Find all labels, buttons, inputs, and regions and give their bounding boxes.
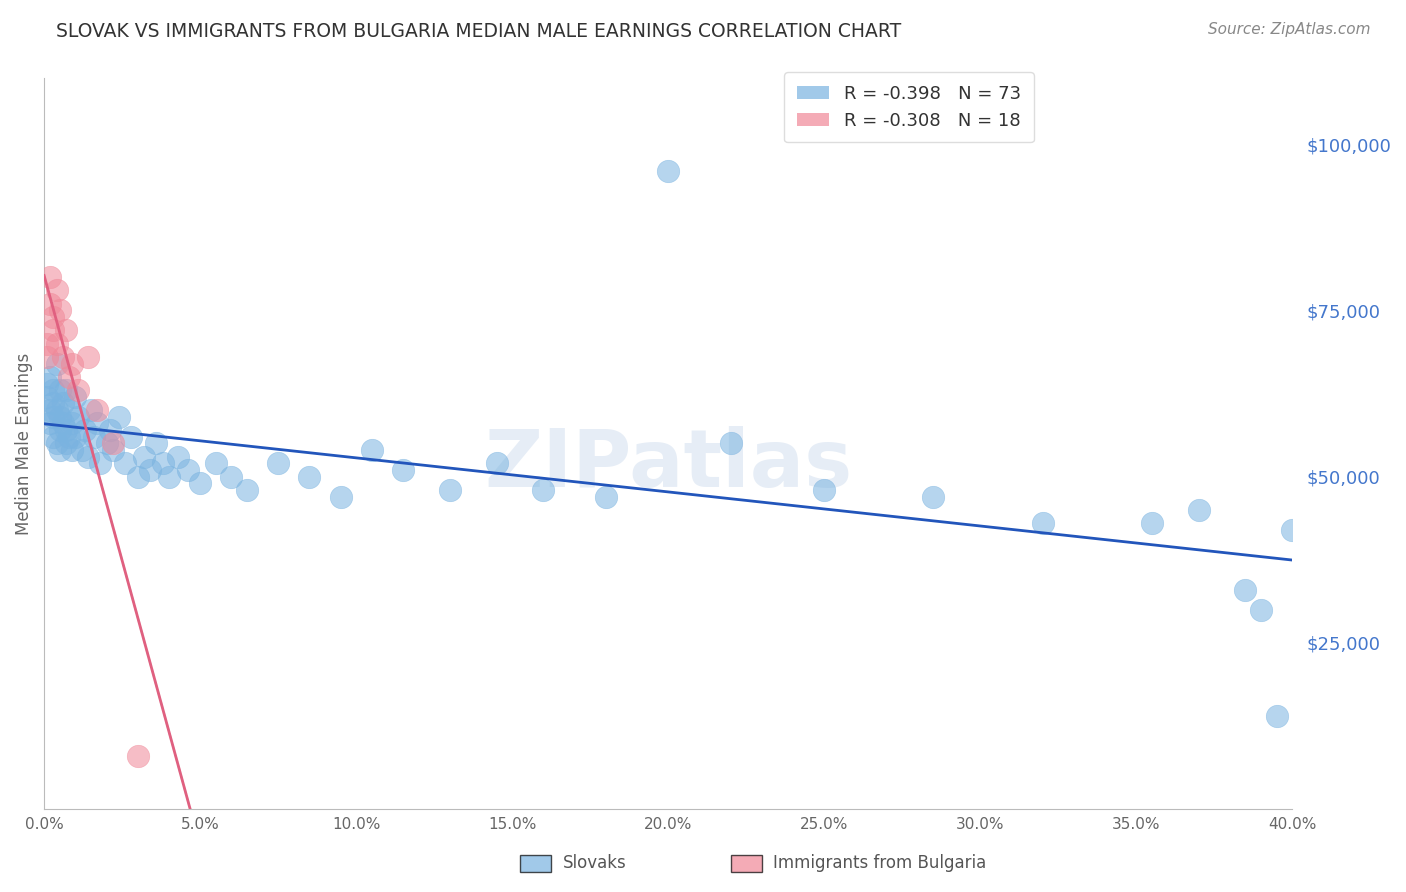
Point [67,409,90,424]
Point [52,417,75,431]
Point [1188,503,1211,517]
Point [392,463,415,477]
Point [45,284,67,298]
Point [101,443,124,458]
Point [58,403,80,417]
Point [485,456,508,470]
Point [127,748,149,763]
Point [65,430,87,444]
Point [1032,516,1054,531]
Point [39,370,62,384]
Point [86,403,108,417]
Point [45,436,67,450]
Point [42,323,65,337]
Point [39,417,62,431]
Point [922,490,945,504]
Point [221,469,243,483]
Point [42,310,65,324]
Point [83,430,105,444]
Point [70,443,93,458]
Point [58,370,80,384]
Point [531,483,554,497]
Point [48,383,70,397]
Point [657,163,679,178]
Legend: R = -0.398   N = 73, R = -0.308   N = 18: R = -0.398 N = 73, R = -0.308 N = 18 [785,72,1033,143]
Point [37,376,59,391]
Point [52,396,75,410]
Point [595,490,617,504]
Point [98,423,121,437]
Point [1265,709,1288,723]
Point [42,430,65,444]
Point [58,430,80,444]
Point [55,436,77,450]
Point [37,350,59,364]
Point [167,450,190,464]
Point [55,383,77,397]
Point [298,469,321,483]
Y-axis label: Median Male Earnings: Median Male Earnings [15,352,32,534]
Point [114,456,136,470]
Point [176,463,198,477]
Point [86,417,108,431]
Point [152,456,174,470]
Point [42,383,65,397]
Point [76,350,98,364]
Point [329,490,352,504]
Point [360,443,382,458]
Point [1140,516,1163,531]
Point [236,483,259,497]
Point [101,436,124,450]
Point [45,357,67,371]
Text: SLOVAK VS IMMIGRANTS FROM BULGARIA MEDIAN MALE EARNINGS CORRELATION CHART: SLOVAK VS IMMIGRANTS FROM BULGARIA MEDIA… [56,22,901,41]
Point [48,423,70,437]
Point [48,303,70,318]
Point [60,417,83,431]
Point [45,336,67,351]
Point [89,456,111,470]
Point [73,423,96,437]
Point [39,297,62,311]
Point [55,323,77,337]
Point [1234,582,1257,597]
Point [45,403,67,417]
Point [55,423,77,437]
Point [48,443,70,458]
Point [37,336,59,351]
Point [42,396,65,410]
Point [67,383,90,397]
Point [132,450,155,464]
Point [145,436,167,450]
Point [37,390,59,404]
Point [65,390,87,404]
Point [76,450,98,464]
Text: Slovaks: Slovaks [562,855,626,872]
Point [42,409,65,424]
Point [188,476,211,491]
Point [139,463,162,477]
Point [204,456,226,470]
Point [96,436,118,450]
Point [439,483,461,497]
Point [60,443,83,458]
Point [1281,523,1303,537]
Point [60,357,83,371]
Point [39,270,62,285]
Point [267,456,290,470]
Text: Immigrants from Bulgaria: Immigrants from Bulgaria [773,855,987,872]
Point [720,436,742,450]
Point [48,409,70,424]
Point [127,469,149,483]
Point [813,483,835,497]
Point [108,409,131,424]
Point [157,469,180,483]
Point [80,403,103,417]
Point [52,350,75,364]
Text: ZIPatlas: ZIPatlas [484,426,852,504]
Point [121,430,143,444]
Text: Source: ZipAtlas.com: Source: ZipAtlas.com [1208,22,1371,37]
Point [39,403,62,417]
Point [1250,602,1272,616]
